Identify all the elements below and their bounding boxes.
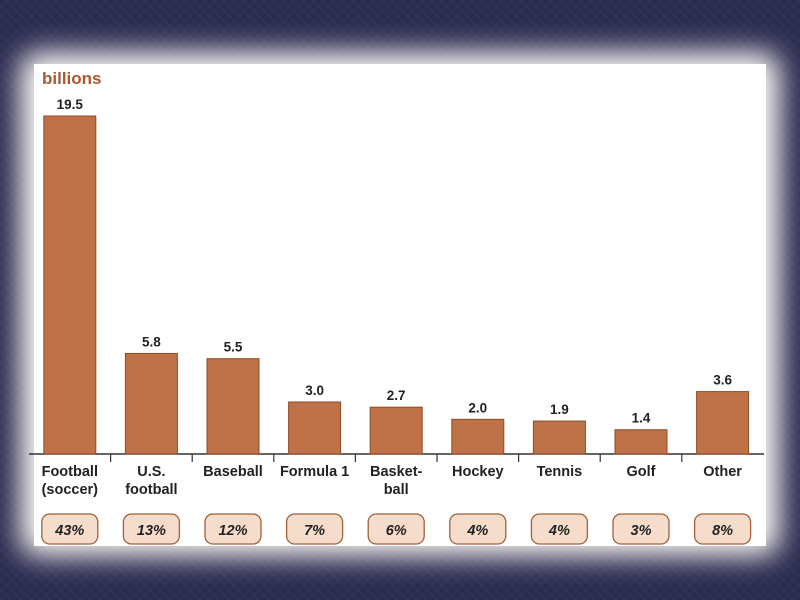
- bar: [614, 429, 668, 455]
- x-tick-label: Hockey: [452, 464, 504, 480]
- bar-value-label: 1.9: [550, 402, 569, 417]
- x-tick-label: U.S.: [137, 464, 165, 480]
- bar: [696, 391, 750, 455]
- bar-value-label: 3.0: [305, 383, 324, 398]
- x-tick-label: Tennis: [537, 464, 583, 480]
- chart-panel: [34, 64, 766, 546]
- x-tick-label: (soccer): [42, 482, 99, 498]
- bar: [451, 418, 505, 455]
- x-tick-label: Formula 1: [280, 464, 349, 480]
- bar: [124, 352, 178, 455]
- share-label: 8%: [712, 523, 733, 539]
- bar: [369, 406, 423, 455]
- bar: [206, 358, 260, 455]
- bar-value-label: 2.0: [468, 400, 487, 415]
- share-label: 13%: [137, 523, 166, 539]
- x-tick-label: Baseball: [203, 464, 263, 480]
- share-badge: [612, 513, 670, 545]
- share-label: 6%: [386, 523, 407, 539]
- x-tick-label: Other: [703, 464, 742, 480]
- bar-value-label: 5.8: [142, 334, 161, 349]
- share-label: 4%: [548, 523, 570, 539]
- share-label: 3%: [631, 523, 652, 539]
- x-tick-label: Basket-: [370, 464, 423, 480]
- share-badge: [530, 513, 589, 545]
- bar-value-label: 1.4: [632, 411, 651, 426]
- x-tick-label: Football: [42, 464, 98, 480]
- bar-value-label: 5.5: [224, 340, 243, 355]
- bar-value-label: 19.5: [57, 97, 84, 112]
- share-badge: [285, 513, 344, 545]
- share-badge: [204, 513, 262, 545]
- bar: [288, 401, 342, 455]
- bar: [532, 420, 586, 455]
- share-label: 43%: [54, 523, 84, 539]
- bar-value-label: 3.6: [713, 373, 732, 388]
- share-badge: [122, 513, 181, 545]
- share-badge: [367, 513, 425, 545]
- bar-value-label: 2.7: [387, 388, 406, 403]
- bar: [43, 115, 97, 455]
- share-badge: [449, 513, 507, 545]
- x-tick-label: ball: [384, 482, 409, 498]
- x-tick-label: Golf: [627, 464, 656, 480]
- share-label: 7%: [304, 523, 325, 539]
- share-label: 4%: [466, 523, 488, 539]
- x-tick-label: football: [125, 482, 177, 498]
- share-label: 12%: [218, 523, 247, 539]
- unit-label: billions: [42, 69, 102, 88]
- share-badge: [693, 513, 752, 545]
- share-badge: [41, 513, 99, 545]
